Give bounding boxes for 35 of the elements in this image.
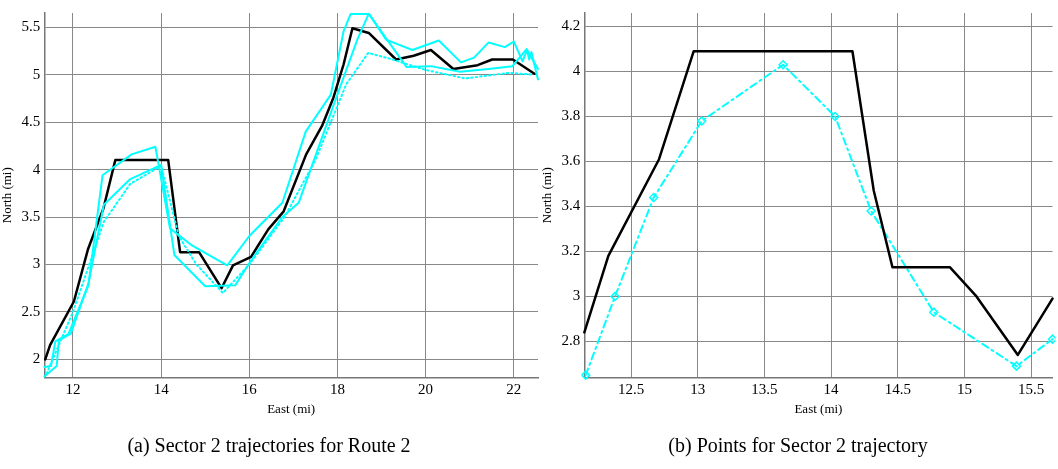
y-tick-label: 3 (572, 287, 581, 304)
y-tick-label: 3.4 (561, 197, 581, 214)
x-axis-title: East (mi) (794, 400, 843, 416)
x-axis-title: East (mi) (267, 400, 316, 416)
x-tick-label: 15 (956, 381, 972, 398)
x-tick-label: 20 (418, 381, 434, 398)
x-tick-label: 14 (823, 381, 840, 398)
x-tick-label: 16 (241, 381, 258, 398)
y-tick-label: 3 (32, 255, 41, 272)
y-tick-label: 3.2 (561, 242, 581, 259)
x-tick-label: 22 (506, 381, 522, 398)
y-axis-title: North (mi) (539, 167, 555, 224)
y-tick-label: 2 (32, 350, 41, 367)
y-tick-label: 3.6 (561, 152, 581, 169)
x-tick-label: 12 (65, 381, 81, 398)
y-tick-label: 2.8 (561, 332, 581, 349)
text: (b) Points for Sector 2 trajectory (668, 434, 928, 458)
x-tick-label: 12.5 (617, 381, 645, 398)
y-tick-label: 4.5 (21, 113, 41, 130)
y-tick-label: 4 (572, 62, 581, 79)
x-tick-label: 18 (329, 381, 345, 398)
y-tick-label: 4.2 (561, 17, 581, 34)
y-tick-label: 4 (32, 160, 41, 177)
y-tick-label: 2.5 (21, 302, 41, 319)
y-tick-label: 5 (32, 65, 41, 82)
x-tick-label: 13 (690, 381, 706, 398)
text: (a) Sector 2 trajectories for Route 2 (127, 434, 411, 458)
x-tick-label: 15.5 (1018, 381, 1045, 398)
y-tick-label: 3.5 (21, 207, 41, 224)
x-tick-label: 13.5 (751, 381, 778, 398)
x-tick-label: 14 (153, 381, 170, 398)
y-tick-label: 5.5 (21, 18, 41, 35)
y-axis-title: North (mi) (0, 167, 15, 224)
x-tick-label: 14.5 (884, 381, 911, 398)
y-tick-label: 3.8 (561, 107, 581, 124)
